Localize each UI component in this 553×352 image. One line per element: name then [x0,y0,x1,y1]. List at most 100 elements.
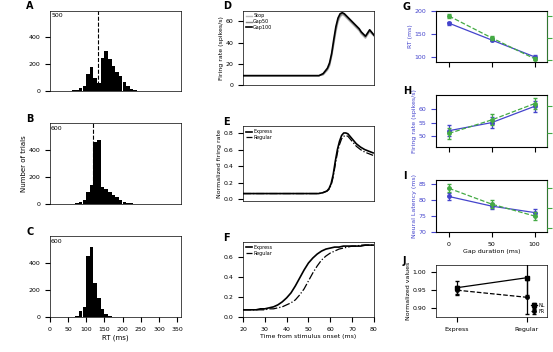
Express [257,191,263,196]
Regular [345,245,351,249]
Express [307,191,314,196]
Text: C: C [26,227,33,237]
Express [366,243,373,247]
Regular [292,298,299,302]
Bar [105,51,108,91]
Regular [279,305,285,309]
Regular [294,191,301,196]
Y-axis label: Firing rate (spikes/s): Firing rate (spikes/s) [413,89,418,153]
Bar [82,86,86,91]
Line: Regular: Regular [243,245,374,310]
Bar [90,185,93,204]
Regular [244,308,251,312]
Gap100 [316,74,322,78]
Stop [349,22,356,26]
Y-axis label: Normalized firing rate: Normalized firing rate [217,129,222,198]
Express [330,172,337,177]
Line: Gap50: Gap50 [243,14,374,76]
Express [353,244,360,248]
Legend: Express, Regular: Express, Regular [246,129,273,140]
Express [322,247,329,251]
Text: F: F [223,233,230,243]
Bar [93,283,97,317]
Bar [93,142,97,204]
Express [310,256,316,260]
Regular [273,191,280,196]
Bar [130,89,133,91]
Gap100 [367,28,373,32]
Stop [362,36,369,40]
Bar [97,139,101,204]
Bar [137,90,140,91]
Bar [86,74,90,91]
Gap50 [278,74,284,78]
Gap100 [286,74,293,78]
Gap50 [282,74,289,78]
Gap100 [371,33,377,37]
Stop [307,74,314,78]
Stop [371,34,377,38]
Gap100 [244,74,251,78]
Gap100 [331,37,337,42]
Bar [108,59,112,91]
Gap100 [269,74,276,78]
Gap100 [265,74,272,78]
Express [371,243,377,247]
Regular [336,143,343,147]
Gap50 [337,14,343,18]
Stop [332,30,339,34]
Express [345,244,351,248]
Regular [314,264,321,268]
Express [269,191,275,196]
Stop [331,43,337,47]
Express [336,245,342,249]
Stop [335,20,341,24]
Legend: NL, FR: NL, FR [530,303,545,314]
Stop [290,74,297,78]
Gap50 [261,74,268,78]
Y-axis label: RT (ms): RT (ms) [408,24,413,48]
Text: 500: 500 [51,13,62,18]
Gap100 [328,51,335,55]
Text: E: E [223,117,230,127]
Express [315,191,322,196]
Regular [338,137,345,141]
Express [362,243,368,247]
Bar [82,200,86,204]
Regular [320,191,326,195]
Stop [244,74,251,78]
Express [338,133,345,138]
Express [262,307,268,311]
Express [288,291,294,295]
Regular [332,162,338,166]
Text: H: H [403,87,411,96]
Text: G: G [403,1,411,12]
Regular [305,279,312,283]
Text: 600: 600 [51,239,62,244]
Express [349,244,356,248]
Bar [133,90,137,91]
Regular [260,191,267,196]
Express [366,149,372,153]
Gap50 [295,74,301,78]
Bar [105,189,108,204]
Gap50 [244,74,251,78]
Bar [82,307,86,317]
Express [331,245,338,249]
Gap50 [341,13,348,17]
Bar [123,82,126,91]
Stop [326,64,333,68]
Gap100 [303,74,310,78]
Gap100 [278,74,284,78]
Express [260,191,267,196]
Bar [112,65,115,91]
Gap100 [257,74,263,78]
Gap100 [349,20,356,24]
Gap50 [303,74,310,78]
Regular [248,308,255,312]
Stop [303,74,310,78]
Stop [311,74,318,78]
Legend: Express, Regular: Express, Regular [246,245,273,256]
Y-axis label: Number of trials: Number of trials [21,135,27,192]
Regular [336,247,342,251]
